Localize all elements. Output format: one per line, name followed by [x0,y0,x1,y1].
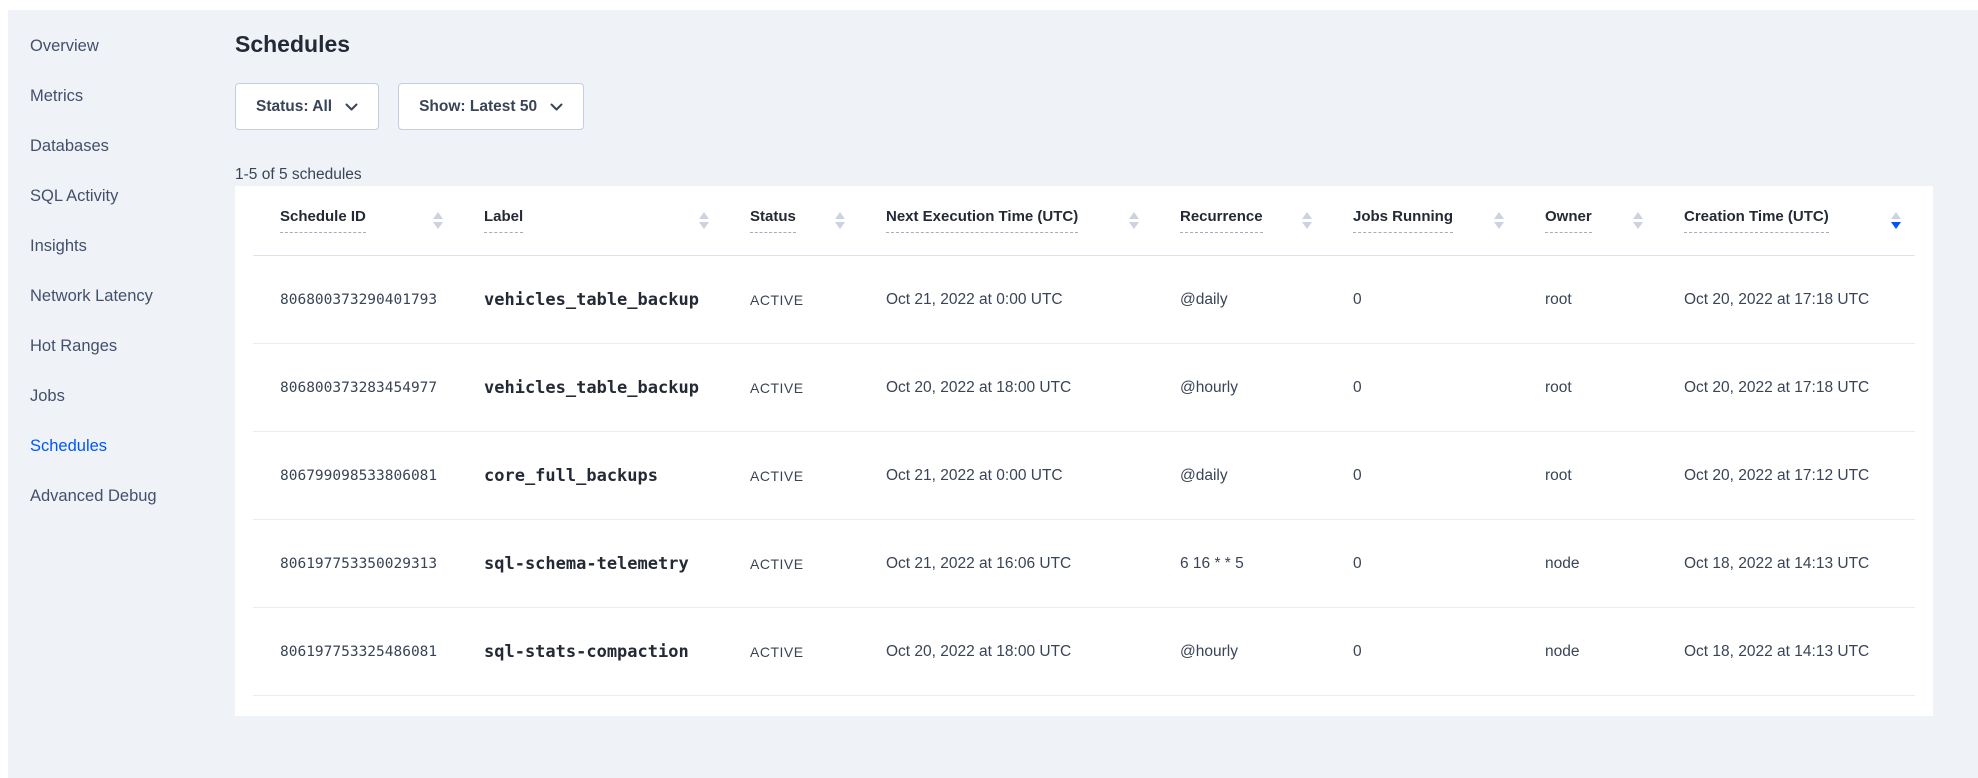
filter-bar: Status: All Show: Latest 50 [235,83,585,130]
cell-jobs-running: 0 [1353,642,1362,660]
sort-icon [1494,212,1504,229]
schedules-page: Overview Metrics Databases SQL Activity … [8,10,1978,778]
schedules-table: Schedule ID Label Status Next Execution … [235,186,1933,716]
sidebar-item-hot-ranges[interactable]: Hot Ranges [30,336,118,355]
cell-owner: node [1545,554,1580,572]
sidebar-item-metrics[interactable]: Metrics [30,86,84,105]
column-header-owner[interactable]: Owner [1518,208,1657,233]
cell-status: ACTIVE [750,555,804,572]
sort-icon [1129,212,1139,229]
table-row: 806197753350029313 sql-schema-telemetry … [253,520,1915,608]
sidebar-item-jobs[interactable]: Jobs [30,386,65,405]
table-row: 806800373283454977 vehicles_table_backup… [253,344,1915,432]
cell-jobs-running: 0 [1353,290,1362,308]
sort-icon [835,212,845,229]
cell-next-execution: Oct 21, 2022 at 16:06 UTC [886,554,1072,572]
table-header-row: Schedule ID Label Status Next Execution … [253,186,1915,256]
show-filter-dropdown[interactable]: Show: Latest 50 [398,83,585,130]
column-header-next-execution-time[interactable]: Next Execution Time (UTC) [859,208,1153,233]
cell-recurrence: @daily [1180,466,1228,484]
cell-creation-time: Oct 18, 2022 at 14:13 UTC [1684,554,1870,572]
table-row: 806197753325486081 sql-stats-compaction … [253,608,1915,696]
cell-recurrence: 6 16 * * 5 [1180,554,1244,572]
table-row: 806799098533806081 core_full_backups ACT… [253,432,1915,520]
sidebar-item-network-latency[interactable]: Network Latency [30,286,153,305]
cell-owner: root [1545,290,1572,308]
sort-icon [699,212,709,229]
cell-creation-time: Oct 20, 2022 at 17:18 UTC [1684,290,1870,308]
sidebar-item-insights[interactable]: Insights [30,236,87,255]
sidebar-item-overview[interactable]: Overview [30,36,99,55]
cell-next-execution: Oct 21, 2022 at 0:00 UTC [886,466,1063,484]
table-row: 806800373290401793 vehicles_table_backup… [253,256,1915,344]
show-filter-label: Show: Latest 50 [419,97,538,115]
cell-label: vehicles_table_backup [484,289,699,310]
cell-schedule-id: 806197753325486081 [280,643,438,660]
cell-next-execution: Oct 21, 2022 at 0:00 UTC [886,290,1063,308]
cell-label: core_full_backups [484,465,658,486]
cell-status: ACTIVE [750,467,804,484]
cell-schedule-id: 806799098533806081 [280,467,438,484]
cell-status: ACTIVE [750,291,804,308]
cell-next-execution: Oct 20, 2022 at 18:00 UTC [886,642,1072,660]
cell-creation-time: Oct 18, 2022 at 14:13 UTC [1684,642,1870,660]
chevron-down-icon [345,99,358,117]
sidebar: Overview Metrics Databases SQL Activity … [30,21,220,521]
sidebar-item-advanced-debug[interactable]: Advanced Debug [30,486,157,505]
cell-recurrence: @daily [1180,290,1228,308]
cell-label: sql-stats-compaction [484,641,689,662]
chevron-down-icon [550,99,563,117]
cell-creation-time: Oct 20, 2022 at 17:18 UTC [1684,378,1870,396]
column-header-status[interactable]: Status [723,208,859,233]
column-header-schedule-id[interactable]: Schedule ID [253,208,457,233]
cell-label: vehicles_table_backup [484,377,699,398]
column-header-label[interactable]: Label [457,208,723,233]
cell-schedule-id: 806800373290401793 [280,291,438,308]
status-filter-label: Status: All [256,97,333,115]
cell-jobs-running: 0 [1353,554,1362,572]
cell-recurrence: @hourly [1180,642,1238,660]
cell-creation-time: Oct 20, 2022 at 17:12 UTC [1684,466,1870,484]
cell-label: sql-schema-telemetry [484,553,689,574]
cell-jobs-running: 0 [1353,466,1362,484]
cell-status: ACTIVE [750,379,804,396]
cell-owner: root [1545,378,1572,396]
cell-owner: node [1545,642,1580,660]
page-title: Schedules [235,31,351,57]
sidebar-item-databases[interactable]: Databases [30,136,109,155]
column-header-jobs-running[interactable]: Jobs Running [1326,208,1518,233]
column-header-creation-time[interactable]: Creation Time (UTC) [1657,208,1915,233]
cell-jobs-running: 0 [1353,378,1362,396]
sort-icon [433,212,443,229]
cell-schedule-id: 806800373283454977 [280,379,438,396]
sort-icon [1633,212,1643,229]
sort-icon [1302,212,1312,229]
cell-owner: root [1545,466,1572,484]
sidebar-item-schedules[interactable]: Schedules [30,436,108,455]
results-count: 1-5 of 5 schedules [235,166,362,183]
cell-recurrence: @hourly [1180,378,1238,396]
sidebar-item-sql-activity[interactable]: SQL Activity [30,186,119,205]
cell-schedule-id: 806197753350029313 [280,555,438,572]
column-header-recurrence[interactable]: Recurrence [1153,208,1326,233]
cell-next-execution: Oct 20, 2022 at 18:00 UTC [886,378,1072,396]
cell-status: ACTIVE [750,643,804,660]
sort-icon [1891,212,1901,229]
status-filter-dropdown[interactable]: Status: All [235,83,380,130]
